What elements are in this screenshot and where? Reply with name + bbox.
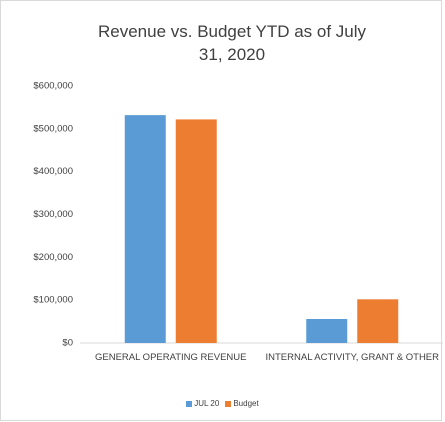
- legend-item: Budget: [225, 399, 259, 408]
- legend: JUL 20 Budget: [0, 399, 445, 408]
- y-tick-label: $200,000: [33, 252, 73, 263]
- legend-swatch: [225, 400, 232, 407]
- y-tick-label: $400,000: [33, 166, 73, 177]
- y-tick-label: $0: [62, 338, 73, 349]
- chart-title: Revenue vs. Budget YTD as of July 31, 20…: [97, 22, 367, 64]
- legend-label: JUL 20: [194, 399, 220, 408]
- y-tick-label: $100,000: [33, 295, 73, 306]
- x-tick-label: INTERNAL ACTIVITY, GRANT & OTHER: [265, 352, 440, 363]
- bar: [124, 115, 166, 343]
- bar: [175, 119, 217, 343]
- x-tick-label: GENERAL OPERATING REVENUE: [94, 352, 247, 363]
- bar: [357, 299, 399, 343]
- y-tick-label: $600,000: [33, 81, 73, 92]
- legend-swatch: [186, 400, 193, 407]
- y-tick-label: $300,000: [33, 209, 73, 220]
- legend-item: JUL 20: [186, 399, 219, 408]
- legend-label: Budget: [233, 399, 259, 408]
- y-tick-label: $500,000: [33, 123, 73, 134]
- bar: [306, 319, 348, 343]
